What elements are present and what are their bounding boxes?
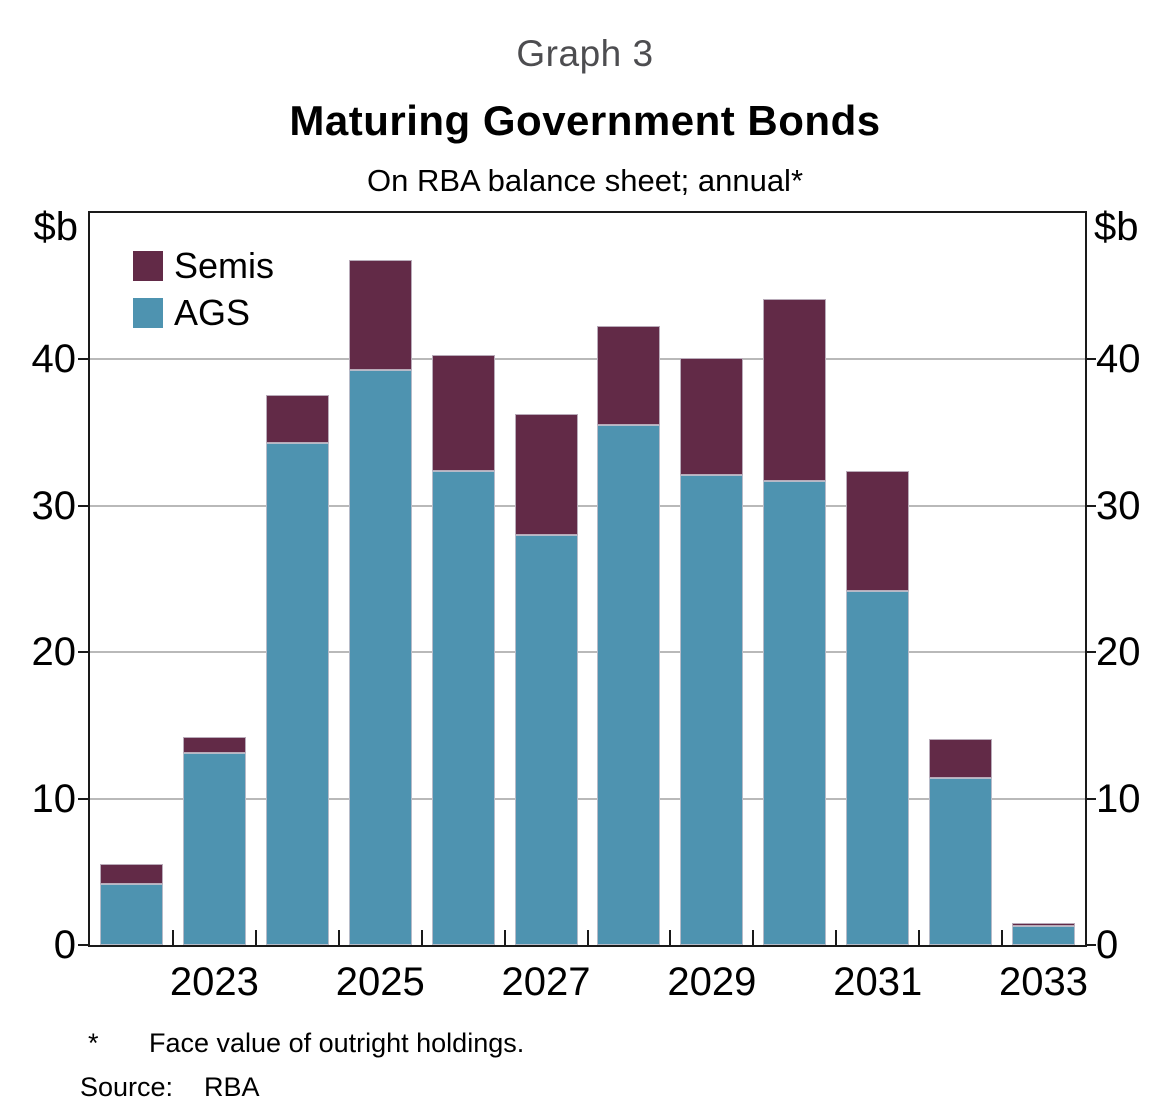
- y-axis-unit-left: $b: [33, 205, 79, 249]
- x-tick-label-2033: 2033: [999, 960, 1089, 1004]
- x-axis-tick: [918, 930, 921, 945]
- bar-2025-ags: [348, 369, 412, 945]
- x-axis-tick: [752, 930, 755, 945]
- bar-2024-ags: [265, 442, 329, 945]
- bar-2025-semis: [348, 259, 412, 370]
- x-axis-tick: [420, 930, 423, 945]
- bar-2031-semis: [846, 470, 910, 591]
- bar-2030-ags: [763, 480, 827, 945]
- source-label: Source:: [80, 1072, 174, 1102]
- x-axis-tick: [1001, 930, 1004, 945]
- y-axis-tick-left: [78, 504, 88, 507]
- x-axis-tick: [254, 930, 257, 945]
- x-axis-tick: [586, 930, 589, 945]
- bar-2027-semis: [514, 413, 578, 536]
- legend-swatch-semis: [133, 251, 163, 281]
- bar-2032-ags: [929, 778, 993, 945]
- bar-2023-semis: [182, 737, 246, 754]
- y-axis-tick-left: [78, 358, 88, 361]
- source-value: RBA: [204, 1072, 260, 1102]
- bar-2022-ags: [99, 883, 163, 945]
- x-tick-label-2029: 2029: [667, 960, 757, 1004]
- y-tick-label-right-10: 10: [1096, 776, 1141, 821]
- legend: Semis AGS: [133, 245, 275, 345]
- y-tick-label-right-20: 20: [1096, 630, 1141, 675]
- bar-2033-semis: [1012, 923, 1076, 926]
- legend-item-ags: AGS: [133, 292, 274, 333]
- bar-2029-semis: [680, 357, 744, 476]
- x-axis-tick: [171, 930, 174, 945]
- y-tick-label-right-0: 0: [1096, 923, 1119, 967]
- y-tick-label-left-30: 30: [31, 483, 77, 528]
- bar-2032-semis: [929, 738, 993, 779]
- bar-2028-ags: [597, 425, 661, 945]
- bar-2033-ags: [1012, 925, 1076, 945]
- gridline-10: [90, 797, 1085, 800]
- y-axis-tick-left: [78, 797, 88, 800]
- bar-2022-semis: [99, 864, 163, 884]
- x-tick-label-2023: 2023: [169, 960, 259, 1004]
- y-axis-tick-right: [1086, 358, 1096, 361]
- graph-number-label: Graph 3: [516, 33, 654, 74]
- bar-2030-semis: [763, 299, 827, 481]
- bar-2026-semis: [431, 355, 495, 471]
- x-tick-label-2025: 2025: [335, 960, 425, 1004]
- y-axis-tick-left: [78, 651, 88, 654]
- x-tick-label-2031: 2031: [833, 960, 923, 1004]
- chart-subtitle: On RBA balance sheet; annual*: [366, 163, 804, 198]
- legend-swatch-ags: [133, 298, 163, 328]
- footnote-text: Face value of outright holdings.: [149, 1028, 525, 1058]
- y-tick-label-left-20: 20: [31, 630, 77, 675]
- legend-item-semis: Semis: [133, 245, 275, 286]
- plot-area: [88, 211, 1087, 947]
- y-axis-tick-right: [1086, 504, 1096, 507]
- chart-title: Maturing Government Bonds: [289, 97, 881, 144]
- y-axis-tick-left: [78, 944, 88, 946]
- y-tick-label-left-40: 40: [31, 337, 77, 382]
- gridline-30: [90, 504, 1085, 507]
- bar-2023-ags: [182, 753, 246, 945]
- y-tick-label-right-40: 40: [1096, 337, 1141, 382]
- y-axis-tick-right: [1086, 797, 1096, 800]
- x-axis-tick: [835, 930, 838, 945]
- bar-2028-semis: [597, 325, 661, 426]
- bar-2027-ags: [514, 535, 578, 945]
- footnote-marker: *: [88, 1028, 99, 1058]
- legend-label-semis: Semis: [174, 245, 275, 286]
- y-tick-label-right-30: 30: [1096, 483, 1141, 528]
- bar-2026-ags: [431, 470, 495, 945]
- legend-label-ags: AGS: [174, 292, 251, 333]
- bar-2024-semis: [265, 394, 329, 443]
- y-axis-tick-right: [1086, 944, 1096, 946]
- x-axis-tick: [337, 930, 340, 945]
- y-tick-label-left-0: 0: [53, 923, 76, 967]
- x-axis-tick: [503, 930, 506, 945]
- gridline-40: [90, 358, 1085, 361]
- y-tick-label-left-10: 10: [31, 776, 77, 821]
- x-axis-tick: [669, 930, 672, 945]
- bar-2031-ags: [846, 590, 910, 945]
- gridline-20: [90, 651, 1085, 654]
- bar-2029-ags: [680, 475, 744, 945]
- y-axis-tick-right: [1086, 651, 1096, 654]
- y-axis-unit-right: $b: [1094, 205, 1139, 249]
- x-tick-label-2027: 2027: [501, 960, 591, 1004]
